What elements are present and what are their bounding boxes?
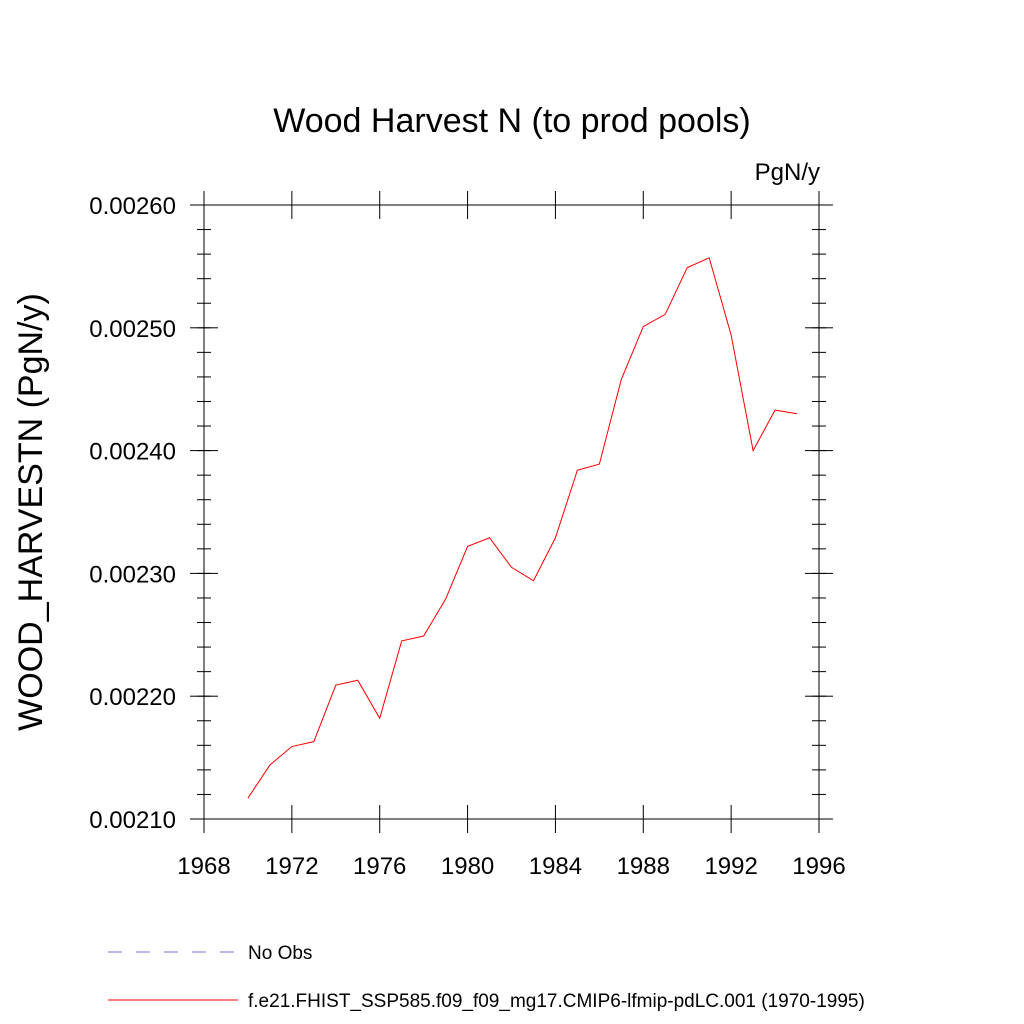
units-label: PgN/y bbox=[755, 159, 820, 186]
y-tick-label: 0.00210 bbox=[89, 807, 176, 834]
series-line bbox=[247, 257, 798, 799]
series-layer bbox=[247, 257, 798, 799]
x-tick-label: 1976 bbox=[353, 853, 406, 880]
y-tick-label: 0.00240 bbox=[89, 439, 176, 466]
x-tick-label: 1980 bbox=[441, 853, 494, 880]
legend-label: f.e21.FHIST_SSP585.f09_f09_mg17.CMIP6-lf… bbox=[248, 991, 865, 1012]
y-tick-label: 0.00220 bbox=[89, 684, 176, 711]
chart-title: Wood Harvest N (to prod pools) bbox=[273, 102, 750, 140]
plot-frame bbox=[203, 204, 820, 820]
y-axis-label: WOOD_HARVESTN (PgN/y) bbox=[12, 293, 50, 731]
x-tick-label: 1984 bbox=[529, 853, 582, 880]
x-tick-label: 1996 bbox=[792, 853, 845, 880]
legend-label: No Obs bbox=[248, 943, 312, 964]
y-axis: 0.00210 0.00220 0.00230 0.00240 0.00250 0.002… bbox=[89, 193, 833, 834]
x-tick-label: 1988 bbox=[617, 853, 670, 880]
legend: No Obs f.e21.FHIST_SSP585.f09_f09_mg17.CM… bbox=[108, 943, 865, 1012]
x-axis: 1968 1972 1976 1980 1984 1988 1992 1996 bbox=[177, 191, 846, 880]
y-tick-label: 0.00230 bbox=[89, 561, 176, 588]
y-tick-label: 0.00260 bbox=[89, 193, 176, 220]
y-tick-label: 0.00250 bbox=[89, 316, 176, 343]
x-tick-label: 1972 bbox=[265, 853, 318, 880]
x-tick-label: 1968 bbox=[177, 853, 230, 880]
x-tick-label: 1992 bbox=[704, 853, 757, 880]
